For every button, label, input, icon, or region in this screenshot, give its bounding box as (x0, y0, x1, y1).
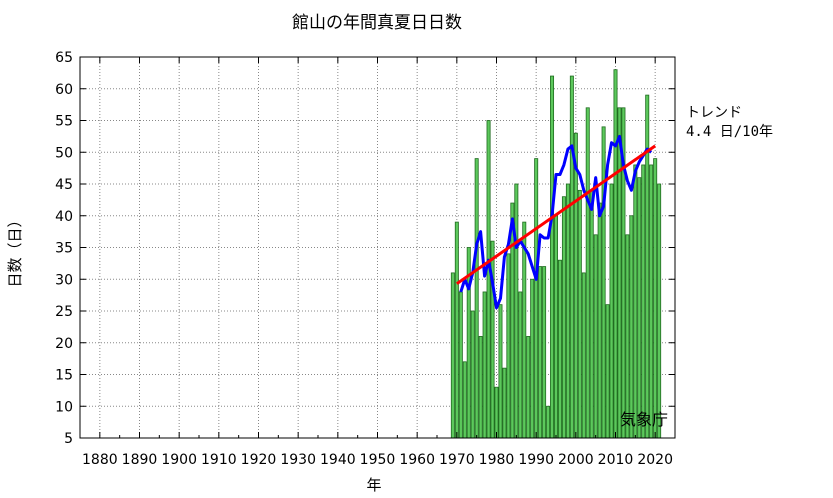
bar-1970 (454, 221, 459, 439)
bar-1998 (565, 183, 570, 439)
x-axis-label: 年 (366, 476, 381, 494)
grid (80, 57, 675, 438)
x-tick-label: 1950 (360, 452, 396, 468)
bar-2010 (613, 69, 618, 439)
bar-1991 (538, 266, 543, 439)
y-tick-label: 35 (55, 241, 73, 257)
x-tick-label: 1940 (320, 452, 356, 468)
bar-2000 (573, 132, 578, 439)
bar-1988 (526, 335, 531, 439)
trend-line (455, 144, 657, 285)
bar-1999 (569, 75, 574, 439)
y-tick-label: 30 (55, 272, 73, 288)
x-tick-label: 2010 (598, 452, 634, 468)
x-tick-label: 1910 (201, 452, 237, 468)
bar-1985 (514, 183, 519, 439)
bar-1995 (554, 215, 558, 439)
x-tick-label: 1930 (280, 452, 316, 468)
bar-1978 (486, 120, 491, 439)
bar-1971 (458, 291, 463, 439)
bar-1992 (542, 266, 547, 439)
source-credit: 気象庁 (620, 410, 668, 429)
x-tick-label: 1900 (161, 452, 197, 468)
x-tick-label: 1960 (399, 452, 435, 468)
bar-1986 (518, 291, 523, 439)
y-tick-label: 50 (55, 145, 73, 161)
x-tick-label: 1890 (122, 452, 158, 468)
bar-1997 (561, 196, 566, 439)
bar-2003 (585, 107, 590, 439)
bar-1989 (530, 278, 535, 439)
bar-1987 (522, 221, 527, 439)
x-tick-label: 2000 (558, 452, 594, 468)
lines (455, 134, 657, 310)
y-tick-label: 40 (55, 209, 73, 225)
bar-2001 (577, 189, 582, 439)
bars (450, 69, 662, 439)
y-tick-label: 60 (55, 82, 73, 98)
bar-1980 (494, 386, 499, 439)
bar-2009 (609, 183, 614, 439)
bar-2016 (637, 177, 642, 439)
bar-2008 (605, 304, 610, 439)
y-tick-label: 25 (55, 304, 73, 320)
bar-1993 (546, 405, 551, 439)
bar-2002 (581, 272, 586, 439)
x-tick-label: 2020 (637, 452, 673, 468)
bar-1983 (506, 253, 511, 439)
bar-2019 (649, 164, 654, 439)
bar-1994 (550, 75, 555, 439)
bar-2017 (641, 164, 646, 439)
bar-1974 (470, 310, 475, 439)
bar-2018 (645, 94, 650, 439)
x-tick-label: 1990 (518, 452, 554, 468)
chart-title: 館山の年間真夏日日数 (292, 13, 462, 33)
moving-average-line (459, 134, 653, 310)
bar-1969 (450, 272, 455, 439)
bar-1975 (474, 158, 479, 439)
x-tick-label: 1970 (439, 452, 475, 468)
bar-2004 (589, 189, 594, 439)
x-tick-label: 1880 (82, 452, 118, 468)
y-tick-label: 15 (55, 368, 73, 384)
bar-1996 (557, 259, 562, 439)
bar-1984 (510, 202, 515, 439)
trend-value: 4.4 日/10年 (686, 124, 773, 140)
y-tick-label: 65 (55, 50, 73, 66)
y-tick-label: 55 (55, 114, 73, 130)
bar-1976 (478, 335, 483, 439)
bar-2014 (629, 215, 634, 439)
y-axis-label: 日数（日） (6, 212, 24, 287)
bar-2006 (597, 202, 602, 439)
bar-1977 (482, 291, 487, 439)
bar-2021 (657, 183, 662, 439)
x-tick-label: 1920 (241, 452, 277, 468)
bar-2020 (653, 158, 658, 439)
y-tick-label: 20 (55, 336, 73, 352)
trend-label: トレンド (686, 105, 742, 121)
y-tick-label: 10 (55, 399, 73, 415)
bar-1981 (498, 304, 503, 439)
x-tick-label: 1980 (479, 452, 515, 468)
bar-1990 (534, 158, 539, 439)
bar-2015 (633, 164, 638, 439)
y-tick-label: 5 (64, 431, 73, 447)
bar-2005 (593, 234, 598, 439)
bar-1982 (502, 367, 507, 439)
bar-2013 (625, 234, 630, 439)
y-tick-label: 45 (55, 177, 73, 193)
bar-1972 (462, 361, 467, 439)
bar-2007 (601, 126, 606, 439)
bar-2011 (617, 107, 622, 439)
y-axis-ticks: 5 10 15 20 25 30 35 40 45 50 55 60 65 (55, 50, 675, 447)
